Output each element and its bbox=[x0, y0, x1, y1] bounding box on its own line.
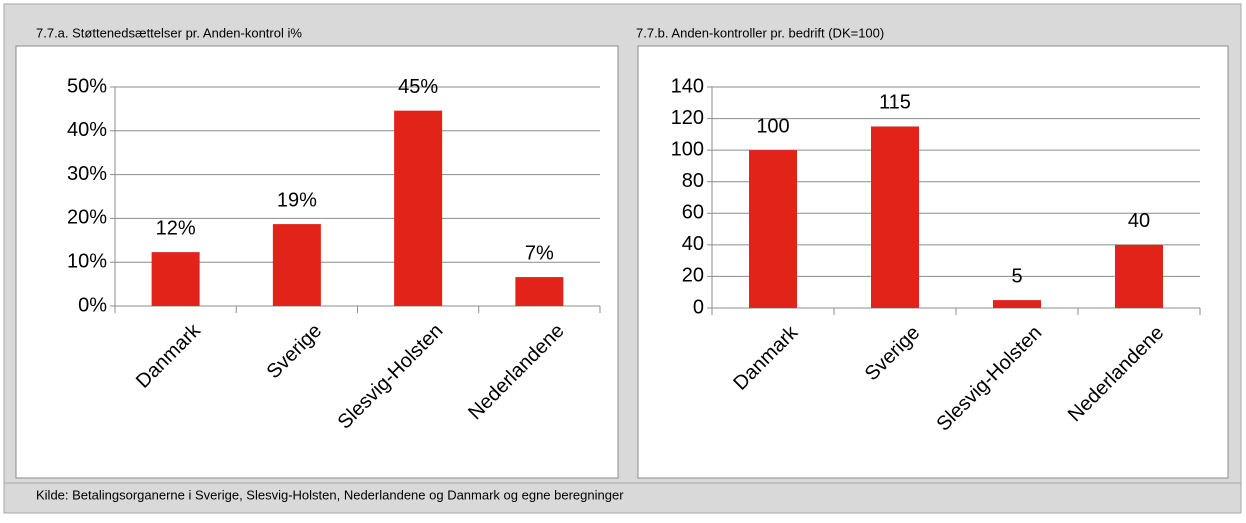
y-tick-label: 50% bbox=[67, 75, 107, 97]
y-tick-label: 40 bbox=[682, 233, 704, 255]
bar bbox=[871, 126, 919, 308]
y-tick-label: 120 bbox=[671, 107, 704, 129]
bar bbox=[993, 300, 1041, 308]
y-tick-label: 40% bbox=[67, 119, 107, 141]
y-tick-label: 60 bbox=[682, 202, 704, 224]
y-tick-label: 0 bbox=[693, 296, 704, 318]
bar bbox=[749, 150, 797, 308]
data-label: 12% bbox=[156, 217, 196, 239]
bar bbox=[1115, 244, 1163, 308]
y-tick-label: 20 bbox=[682, 265, 704, 287]
data-label: 45% bbox=[398, 76, 438, 98]
chart-title: 7.7.a. Støttenedsættelser pr. Anden-kont… bbox=[36, 25, 302, 40]
y-tick-label: 80 bbox=[682, 170, 704, 192]
data-label: 5 bbox=[1011, 265, 1022, 287]
data-label: 19% bbox=[277, 189, 317, 211]
y-tick-label: 140 bbox=[671, 75, 704, 97]
chart-title: 7.7.b. Anden-kontroller pr. bedrift (DK=… bbox=[636, 25, 884, 40]
bar bbox=[515, 277, 564, 306]
y-tick-label: 10% bbox=[67, 250, 107, 272]
data-label: 100 bbox=[756, 115, 789, 137]
y-tick-label: 100 bbox=[671, 138, 704, 160]
source-note: Kilde: Betalingsorganerne i Sverige, Sle… bbox=[36, 487, 624, 502]
y-tick-label: 20% bbox=[67, 207, 107, 229]
y-tick-label: 30% bbox=[67, 163, 107, 185]
bar bbox=[151, 252, 200, 306]
y-tick-label: 0% bbox=[78, 294, 107, 316]
data-label: 7% bbox=[525, 242, 554, 264]
data-label: 40 bbox=[1128, 210, 1150, 232]
data-label: 115 bbox=[879, 92, 911, 114]
bar bbox=[272, 224, 321, 306]
bar bbox=[394, 110, 443, 306]
